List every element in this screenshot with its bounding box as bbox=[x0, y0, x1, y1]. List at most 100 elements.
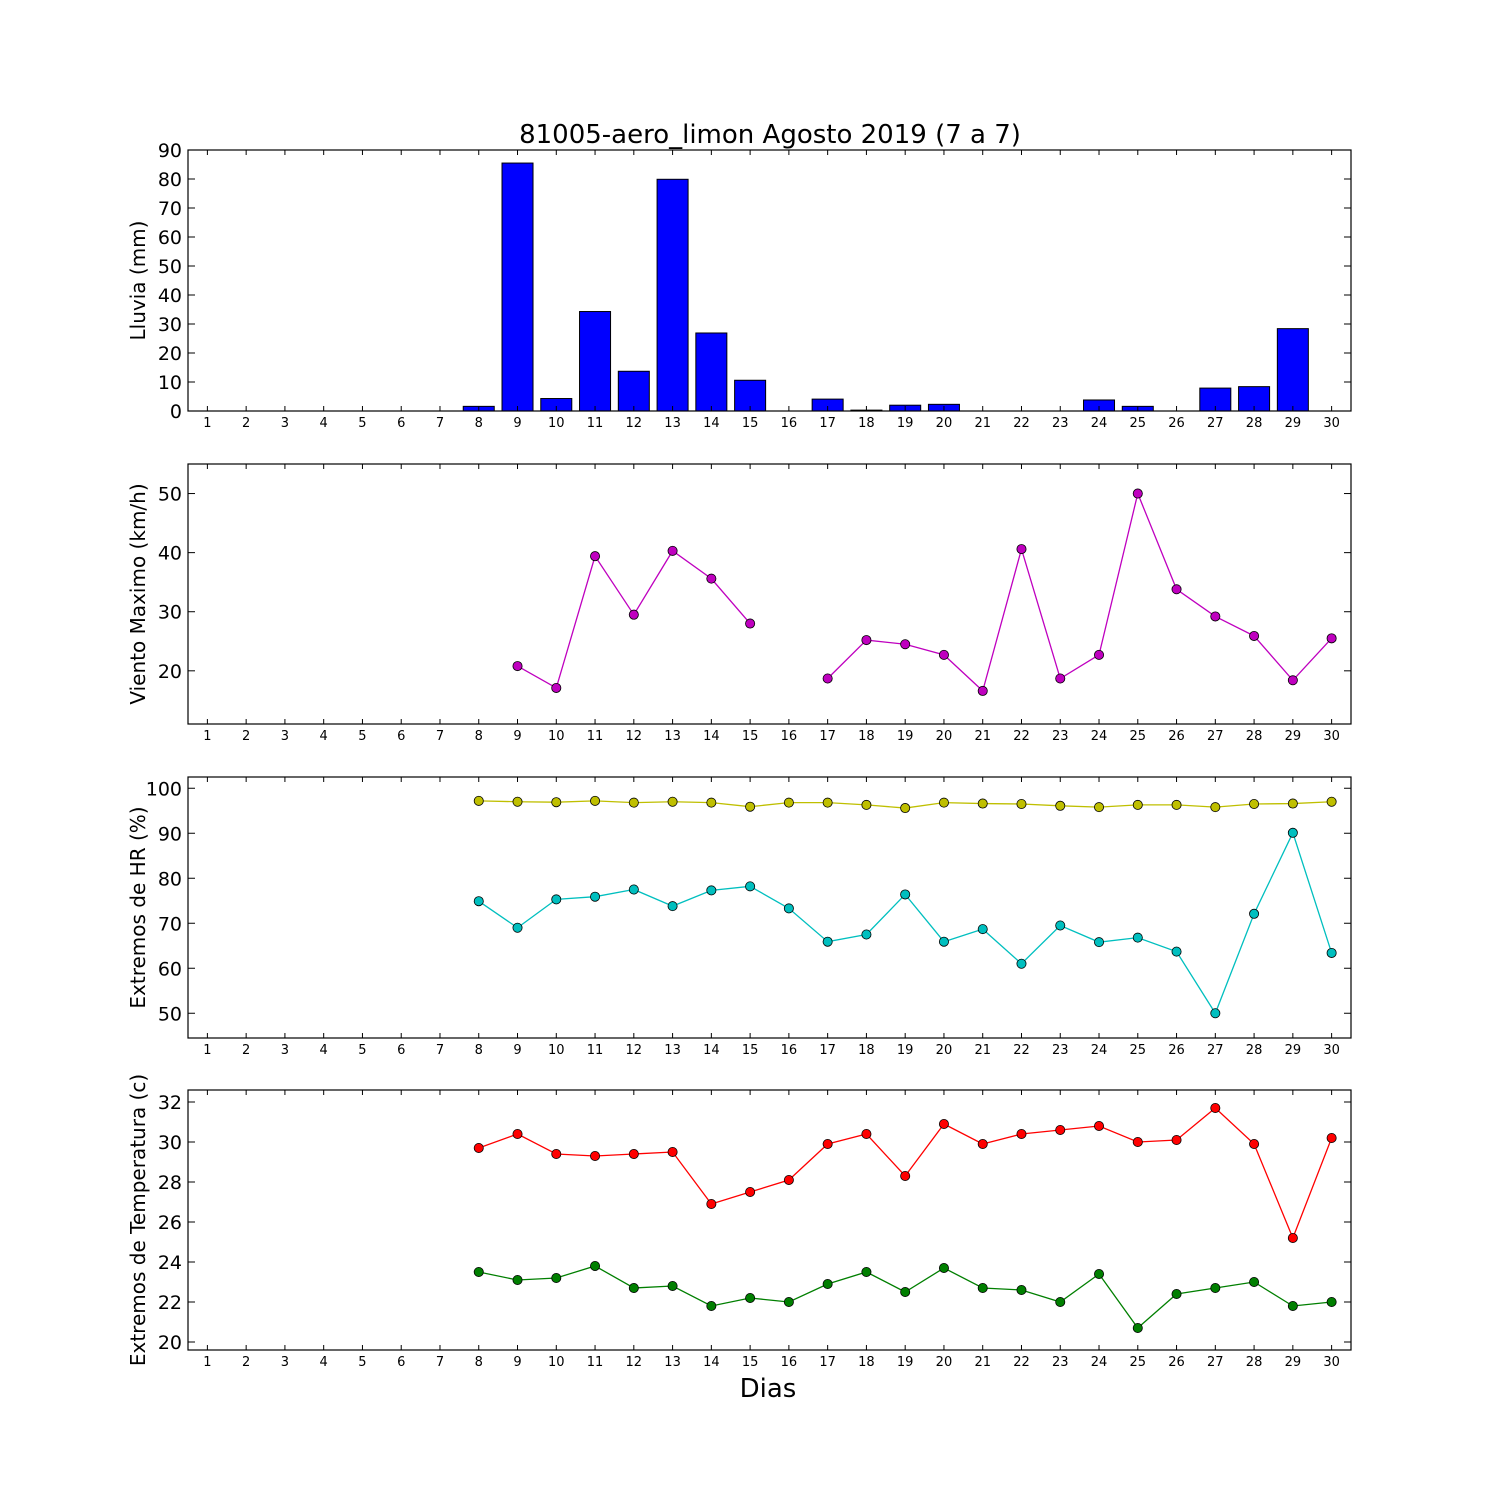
series-1-point-day-20 bbox=[938, 1263, 949, 1274]
rain-chart: 1 2 3 4 5 6 7 8 9 10 11 12 13 14 15 16 17 18 19 20 21 22 23 24 2… bbox=[126, 140, 1352, 431]
x-tick-label: 29 bbox=[1285, 1355, 1302, 1370]
series-1-point-day-17 bbox=[822, 1279, 833, 1290]
series-0-point-day-30 bbox=[1326, 796, 1337, 807]
x-tick-label: 2 bbox=[242, 1043, 250, 1058]
x-tick-label: 27 bbox=[1207, 1355, 1224, 1370]
x-tick-label: 19 bbox=[897, 1043, 914, 1058]
x-tick-label: 15 bbox=[742, 729, 759, 744]
y-tick-label: 50 bbox=[158, 1003, 182, 1025]
series-0-point-day-27 bbox=[1210, 1103, 1221, 1114]
series-0-point-day-8 bbox=[473, 795, 484, 806]
y-tick-label: 90 bbox=[158, 823, 182, 845]
series-0-point-day-16 bbox=[783, 1175, 794, 1186]
x-tick-label: 21 bbox=[974, 416, 991, 431]
x-tick-label: 4 bbox=[320, 1043, 328, 1058]
y-tick-label: 80 bbox=[158, 868, 182, 890]
x-tick-label: 18 bbox=[858, 416, 875, 431]
x-tick-label: 21 bbox=[974, 729, 991, 744]
y-axis-label: Viento Maximo (km/h) bbox=[126, 483, 150, 704]
plot-frame bbox=[187, 463, 1352, 725]
series-0-point-day-13 bbox=[667, 545, 678, 556]
bar-day-9 bbox=[501, 162, 534, 412]
series-1-point-day-30 bbox=[1326, 947, 1337, 958]
x-tick-label: 13 bbox=[664, 729, 681, 744]
series-0-point-day-27 bbox=[1210, 611, 1221, 622]
series-0-point-day-11 bbox=[590, 795, 601, 806]
series-0-point-day-21 bbox=[977, 685, 988, 696]
x-tick-label: 25 bbox=[1130, 729, 1147, 744]
series-0-point-day-20 bbox=[938, 1119, 949, 1130]
series-1-line-0 bbox=[478, 831, 1333, 1015]
x-tick-label: 17 bbox=[819, 416, 836, 431]
x-tick-label: 15 bbox=[742, 1043, 759, 1058]
series-1-line-0 bbox=[478, 1265, 1332, 1329]
series-0-point-day-15 bbox=[745, 801, 756, 812]
x-tick-label: 10 bbox=[548, 416, 565, 431]
series-0-point-day-17 bbox=[822, 673, 833, 684]
series-0-point-day-28 bbox=[1249, 630, 1260, 641]
y-tick-label: 32 bbox=[158, 1092, 182, 1114]
x-tick-label: 29 bbox=[1285, 416, 1302, 431]
x-tick-label: 30 bbox=[1323, 729, 1340, 744]
series-1-point-day-23 bbox=[1055, 1297, 1066, 1308]
x-tick-label: 24 bbox=[1091, 729, 1108, 744]
series-1-point-day-26 bbox=[1171, 1289, 1182, 1300]
series-0-point-day-14 bbox=[706, 1199, 717, 1210]
x-tick-label: 16 bbox=[781, 1043, 798, 1058]
x-tick-label: 4 bbox=[320, 729, 328, 744]
x-tick-label: 27 bbox=[1207, 416, 1224, 431]
series-0-point-day-29 bbox=[1287, 798, 1298, 809]
x-tick-label: 17 bbox=[819, 1355, 836, 1370]
series-0-point-day-28 bbox=[1249, 1139, 1260, 1150]
y-tick-label: 30 bbox=[158, 602, 182, 624]
series-1-point-day-19 bbox=[900, 1287, 911, 1298]
series-0-point-day-12 bbox=[628, 609, 639, 620]
series-0-point-day-11 bbox=[590, 1151, 601, 1162]
x-tick-label: 15 bbox=[742, 416, 759, 431]
series-1-point-day-27 bbox=[1210, 1008, 1221, 1019]
x-tick-label: 12 bbox=[626, 416, 643, 431]
x-tick-label: 25 bbox=[1130, 1355, 1147, 1370]
series-0-point-day-19 bbox=[900, 1171, 911, 1182]
series-1-point-day-11 bbox=[590, 891, 601, 902]
series-0-point-day-19 bbox=[900, 639, 911, 650]
series-0-point-day-23 bbox=[1055, 800, 1066, 811]
x-tick-label: 1 bbox=[203, 1043, 211, 1058]
x-tick-label: 20 bbox=[936, 416, 953, 431]
x-tick-label: 4 bbox=[320, 416, 328, 431]
series-1-point-day-11 bbox=[590, 1261, 601, 1272]
x-tick-label: 19 bbox=[897, 729, 914, 744]
series-0-point-day-17 bbox=[822, 797, 833, 808]
series-0-point-day-22 bbox=[1016, 799, 1027, 810]
x-tick-label: 17 bbox=[819, 729, 836, 744]
x-tick-label: 28 bbox=[1246, 416, 1263, 431]
y-tick-label: 50 bbox=[158, 484, 182, 506]
y-tick-label: 40 bbox=[158, 543, 182, 565]
series-0-point-day-9 bbox=[512, 796, 523, 807]
y-tick-label: 20 bbox=[158, 1332, 182, 1354]
x-tick-label: 6 bbox=[397, 1355, 405, 1370]
series-0-point-day-13 bbox=[667, 1147, 678, 1158]
series-1-point-day-13 bbox=[667, 901, 678, 912]
series-1-point-day-16 bbox=[783, 903, 794, 914]
series-1-point-day-20 bbox=[938, 936, 949, 947]
x-tick-label: 2 bbox=[242, 416, 250, 431]
series-0-point-day-22 bbox=[1016, 544, 1027, 555]
x-tick-label: 22 bbox=[1013, 1355, 1030, 1370]
bar-day-11 bbox=[579, 311, 612, 412]
x-tick-label: 10 bbox=[548, 1043, 565, 1058]
x-tick-label: 2 bbox=[242, 729, 250, 744]
x-tick-label: 25 bbox=[1130, 1043, 1147, 1058]
series-1-point-day-14 bbox=[706, 885, 717, 896]
y-tick-label: 20 bbox=[158, 661, 182, 683]
x-tick-label: 10 bbox=[548, 729, 565, 744]
series-0-point-day-24 bbox=[1094, 649, 1105, 660]
x-tick-label: 21 bbox=[974, 1355, 991, 1370]
y-axis-label: Lluvia (mm) bbox=[126, 221, 150, 341]
y-tick-label: 40 bbox=[158, 285, 182, 307]
series-0-point-day-14 bbox=[706, 573, 717, 584]
x-tick-label: 1 bbox=[203, 729, 211, 744]
y-tick-label: 26 bbox=[158, 1212, 182, 1234]
x-tick-label: 7 bbox=[436, 1043, 444, 1058]
series-1-point-day-12 bbox=[628, 884, 639, 895]
